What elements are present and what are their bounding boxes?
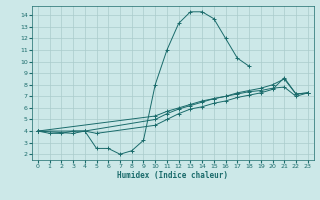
X-axis label: Humidex (Indice chaleur): Humidex (Indice chaleur) [117,171,228,180]
